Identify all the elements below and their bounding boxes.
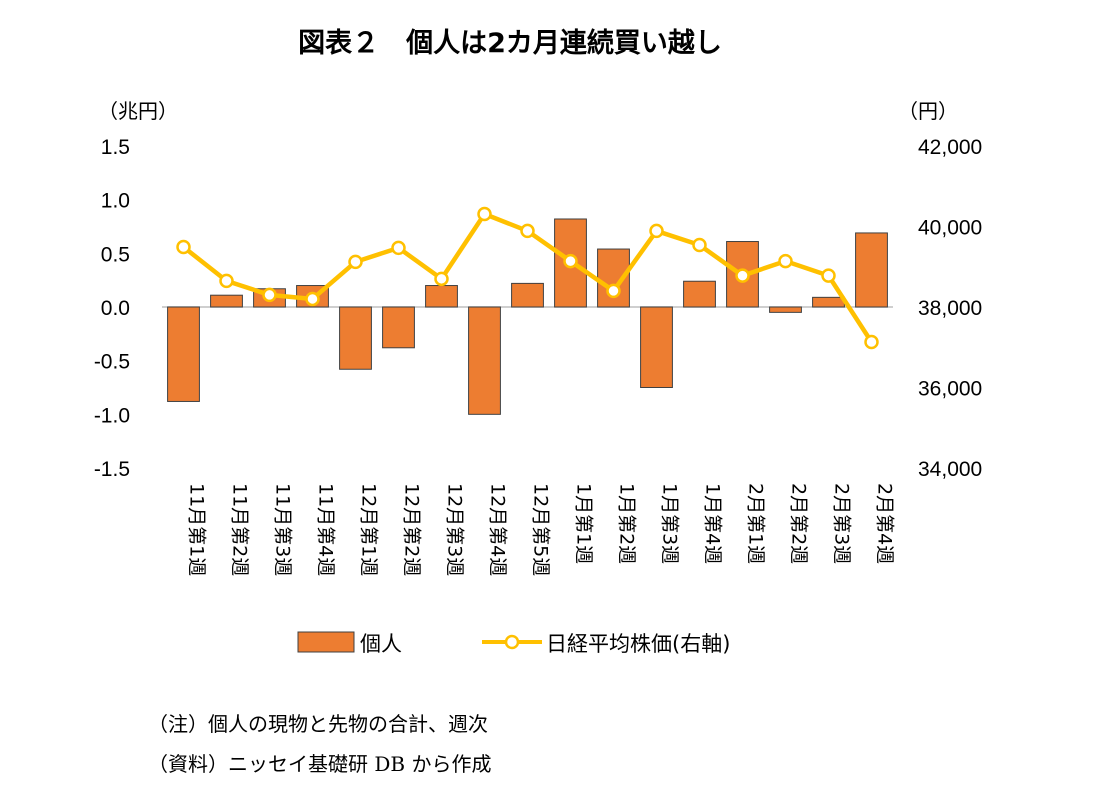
category-label: 2月第1週 — [745, 483, 767, 564]
category-label: 12月第4週 — [487, 483, 509, 576]
legend-bar-swatch — [297, 631, 355, 653]
chart-title: 図表２ 個人は2カ月連続買い越し — [298, 28, 722, 59]
line-point — [219, 273, 234, 289]
bar-series — [167, 218, 888, 415]
left-axis-ticks: 1.5 1.0 0.5 0.0 -0.5 -1.0 -1.5 — [94, 136, 130, 481]
left-tick-label: 1.0 — [101, 190, 130, 213]
bar — [425, 285, 458, 308]
category-label: 2月第2週 — [788, 483, 810, 564]
legend-line-marker — [504, 634, 520, 650]
line-point — [778, 253, 793, 269]
bar — [683, 280, 716, 308]
left-tick-label: 0.5 — [101, 243, 130, 266]
chart: 図表２ 個人は2カ月連続買い越し （兆円） （円） 1.5 1.0 0.5 0.0 -0… — [94, 28, 982, 656]
category-label: 11月第3週 — [272, 483, 294, 576]
right-tick-label: 42,000 — [918, 136, 982, 159]
category-labels: 11月第1週 11月第2週 11月第3週 11月第4週 12月第1週 12月第2週 12月第… — [186, 483, 896, 576]
line-point — [348, 254, 363, 270]
line-point — [649, 223, 664, 239]
left-axis-unit: （兆円） — [98, 99, 178, 123]
line-point — [606, 283, 621, 299]
line-point — [477, 206, 492, 222]
left-tick-label: 1.5 — [101, 136, 130, 159]
source-text: （資料）ニッセイ基礎研 DB から作成 — [148, 752, 492, 776]
category-label: 2月第4週 — [874, 483, 896, 564]
line-point — [520, 223, 535, 239]
category-label: 1月第1週 — [573, 483, 595, 564]
category-label: 12月第5週 — [530, 483, 552, 576]
bar — [812, 296, 845, 308]
bar — [769, 306, 802, 313]
category-label: 11月第2週 — [229, 483, 251, 576]
bar — [382, 306, 415, 349]
line-series — [176, 206, 879, 350]
category-label: 12月第3週 — [444, 483, 466, 576]
line-point — [262, 287, 277, 303]
line-point — [434, 271, 449, 287]
category-label: 12月第1週 — [358, 483, 380, 576]
right-tick-label: 34,000 — [918, 458, 982, 481]
bar — [855, 232, 888, 308]
left-tick-label: -0.5 — [94, 351, 130, 374]
category-label: 2月第3週 — [831, 483, 853, 564]
left-tick-label: -1.5 — [94, 458, 130, 481]
right-axis-ticks: 42,000 40,000 38,000 36,000 34,000 — [918, 136, 982, 481]
line-point — [821, 268, 836, 283]
line-point — [735, 268, 750, 283]
bar — [339, 306, 372, 370]
category-label: 1月第2週 — [616, 483, 638, 564]
line-point — [692, 237, 707, 253]
legend-line-label: 日経平均株価(右軸) — [546, 632, 730, 656]
bar — [210, 294, 243, 308]
left-tick-label: -1.0 — [94, 404, 130, 427]
category-label: 1月第3週 — [659, 483, 681, 564]
right-tick-label: 40,000 — [918, 217, 982, 240]
category-label: 12月第2週 — [401, 483, 423, 576]
category-label: 11月第1週 — [186, 483, 208, 576]
line-point — [305, 291, 320, 307]
category-label: 11月第4週 — [315, 483, 337, 576]
bar — [468, 306, 501, 415]
legend-bar-label: 個人 — [360, 632, 402, 656]
left-tick-label: 0.0 — [101, 297, 130, 320]
line-point — [864, 334, 879, 350]
legend: 個人 日経平均株価(右軸) — [297, 631, 730, 656]
line-point — [563, 253, 578, 269]
bar — [640, 306, 673, 388]
right-tick-label: 36,000 — [918, 378, 982, 401]
note-text: （注）個人の現物と先物の合計、週次 — [148, 712, 488, 736]
bar — [167, 306, 200, 402]
right-axis-unit: （円） — [898, 99, 958, 123]
line-point — [176, 239, 191, 255]
line-point — [391, 240, 406, 256]
right-tick-label: 38,000 — [918, 297, 982, 320]
bar — [511, 282, 544, 308]
category-label: 1月第4週 — [702, 483, 724, 564]
